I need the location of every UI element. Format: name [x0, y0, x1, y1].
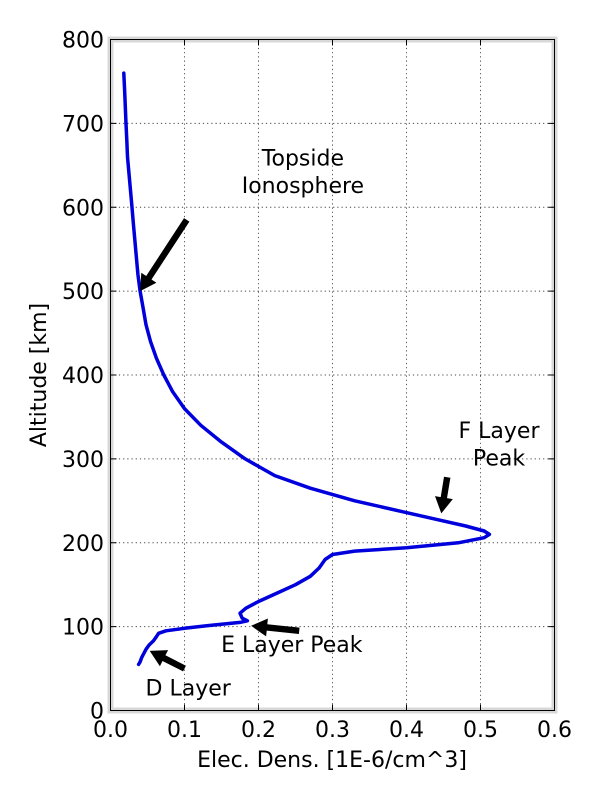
- annotation-e-layer: E Layer Peak: [221, 618, 363, 658]
- y-tick-label: 800: [62, 29, 104, 54]
- y-axis: 0 100 200 300 400 500 600 700 800: [62, 29, 555, 725]
- y-tick-label: 600: [62, 196, 104, 221]
- y-tick-label: 100: [62, 616, 104, 641]
- annotation-text: F Layer: [459, 419, 541, 444]
- y-tick-label: 300: [62, 448, 104, 473]
- x-tick-label: 0.6: [537, 718, 572, 743]
- x-tick-label: 0.5: [463, 718, 498, 743]
- y-tick-label: 0: [90, 700, 104, 725]
- x-axis-label: Elec. Dens. [1E-6/cm^3]: [197, 748, 467, 773]
- annotation-arrow: [149, 650, 186, 672]
- annotation-text: D Layer: [146, 676, 232, 701]
- x-axis: 0.0 0.1 0.2 0.3 0.4 0.5 0.6: [93, 39, 572, 743]
- annotation-arrow: [435, 476, 453, 514]
- x-tick-label: 0.1: [167, 718, 202, 743]
- x-tick-label: 0.4: [389, 718, 424, 743]
- annotation-f-layer: F Layer Peak: [435, 419, 541, 514]
- y-tick-label: 700: [62, 112, 104, 137]
- annotation-arrow: [251, 618, 300, 637]
- annotation-topside: Topside Ionosphere: [140, 146, 364, 292]
- y-tick-label: 200: [62, 532, 104, 557]
- annotation-d-layer: D Layer: [146, 650, 232, 701]
- plot-border: [110, 39, 555, 711]
- x-tick-label: 0.3: [315, 718, 350, 743]
- annotation-arrow: [140, 218, 190, 292]
- annotation-text: Peak: [473, 447, 525, 472]
- x-tick-label: 0.2: [241, 718, 276, 743]
- x-tick-label: 0.0: [93, 718, 128, 743]
- y-tick-label: 400: [62, 364, 104, 389]
- annotations: Topside Ionosphere F Layer Peak E Layer Peak…: [140, 146, 540, 701]
- annotation-text: E Layer Peak: [221, 633, 363, 658]
- annotation-text: Ionosphere: [242, 174, 364, 199]
- series-line: [122, 71, 492, 667]
- annotation-text: Topside: [261, 146, 344, 171]
- y-tick-label: 500: [62, 280, 104, 305]
- grid: [110, 39, 555, 711]
- y-axis-label: Altitude [km]: [27, 303, 52, 447]
- plot-frame: [107, 36, 558, 714]
